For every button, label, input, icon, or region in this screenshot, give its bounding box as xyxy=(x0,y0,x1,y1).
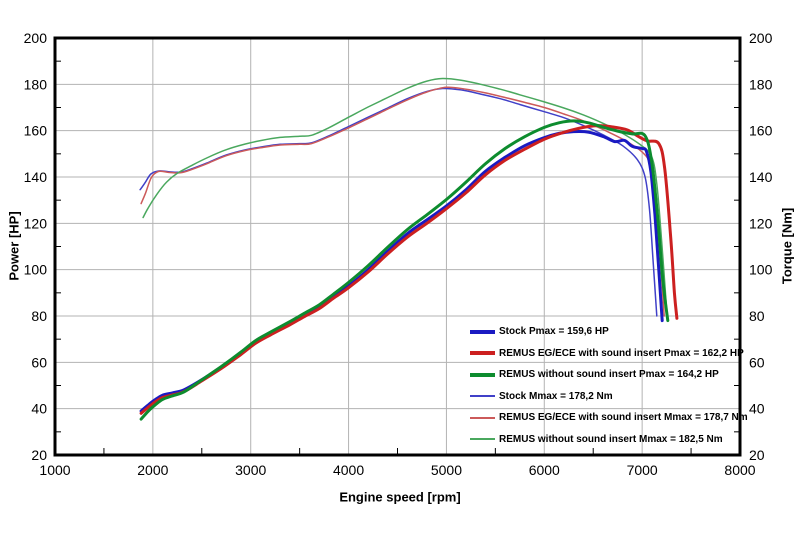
legend-label: REMUS EG/ECE with sound insert Pmax = 16… xyxy=(499,347,744,359)
legend-item: REMUS without sound insert Mmax = 182,5 … xyxy=(470,429,748,451)
y-tick-label-right: 20 xyxy=(749,447,765,463)
plot-border xyxy=(53,36,742,457)
legend-item: Stock Pmax = 159,6 HP xyxy=(470,321,748,343)
legend-label: REMUS without sound insert Pmax = 164,2 … xyxy=(499,369,719,381)
y-tick-label-right: 80 xyxy=(749,308,765,324)
legend-item: REMUS without sound insert Pmax = 164,2 … xyxy=(470,364,748,386)
legend-label: Stock Pmax = 159,6 HP xyxy=(499,326,609,338)
x-axis-title: Engine speed [rpm] xyxy=(339,489,461,505)
right-axis-title: Torque [Nm] xyxy=(779,207,795,285)
x-tick-label: 1000 xyxy=(39,462,70,478)
series-line-torque-remus xyxy=(140,86,665,317)
y-tick-label-left: 20 xyxy=(31,447,47,463)
x-tick-label: 3000 xyxy=(235,462,266,478)
y-tick-label-left: 40 xyxy=(31,401,47,417)
legend-item: REMUS EG/ECE with sound insert Pmax = 16… xyxy=(470,343,748,365)
x-tick-label: 2000 xyxy=(137,462,168,478)
legend-swatch xyxy=(470,372,495,377)
y-tick-label-right: 120 xyxy=(749,215,773,231)
series-line-torque-remus xyxy=(142,77,668,317)
legend-swatch xyxy=(470,438,495,441)
legend-label: REMUS without sound insert Mmax = 182,5 … xyxy=(499,433,723,445)
x-tick-label: 6000 xyxy=(529,462,560,478)
y-tick-label-right: 200 xyxy=(749,30,773,46)
legend-label: Stock Mmax = 178,2 Nm xyxy=(499,390,613,402)
legend-label: REMUS EG/ECE with sound insert Mmax = 17… xyxy=(499,412,748,424)
y-tick-label-left: 200 xyxy=(24,30,48,46)
y-tick-label-left: 120 xyxy=(24,215,48,231)
y-tick-label-left: 140 xyxy=(24,169,48,185)
chart-legend: Stock Pmax = 159,6 HP REMUS EG/ECE with s… xyxy=(470,321,748,450)
y-tick-label-left: 60 xyxy=(31,354,47,370)
left-axis-title: Power [HP] xyxy=(6,211,22,281)
x-tick-label: 5000 xyxy=(431,462,462,478)
y-tick-label-right: 160 xyxy=(749,123,773,139)
legend-item: REMUS EG/ECE with sound insert Mmax = 17… xyxy=(470,407,748,429)
legend-swatch xyxy=(470,395,495,398)
legend-item: Stock Mmax = 178,2 Nm xyxy=(470,386,748,408)
legend-swatch xyxy=(470,329,495,334)
x-tick-label: 4000 xyxy=(333,462,364,478)
y-tick-label-right: 180 xyxy=(749,76,773,92)
y-tick-label-left: 180 xyxy=(24,76,48,92)
x-tick-label: 8000 xyxy=(724,462,755,478)
y-tick-label-left: 80 xyxy=(31,308,47,324)
legend-swatch xyxy=(470,351,495,356)
y-tick-label-right: 40 xyxy=(749,401,765,417)
x-tick-label: 7000 xyxy=(627,462,658,478)
y-tick-label-left: 100 xyxy=(24,262,48,278)
y-tick-label-right: 140 xyxy=(749,169,773,185)
legend-swatch xyxy=(470,416,495,419)
y-tick-label-right: 60 xyxy=(749,354,765,370)
y-tick-label-right: 100 xyxy=(749,262,773,278)
series-line-power-remus xyxy=(139,119,670,421)
y-tick-label-left: 160 xyxy=(24,123,48,139)
